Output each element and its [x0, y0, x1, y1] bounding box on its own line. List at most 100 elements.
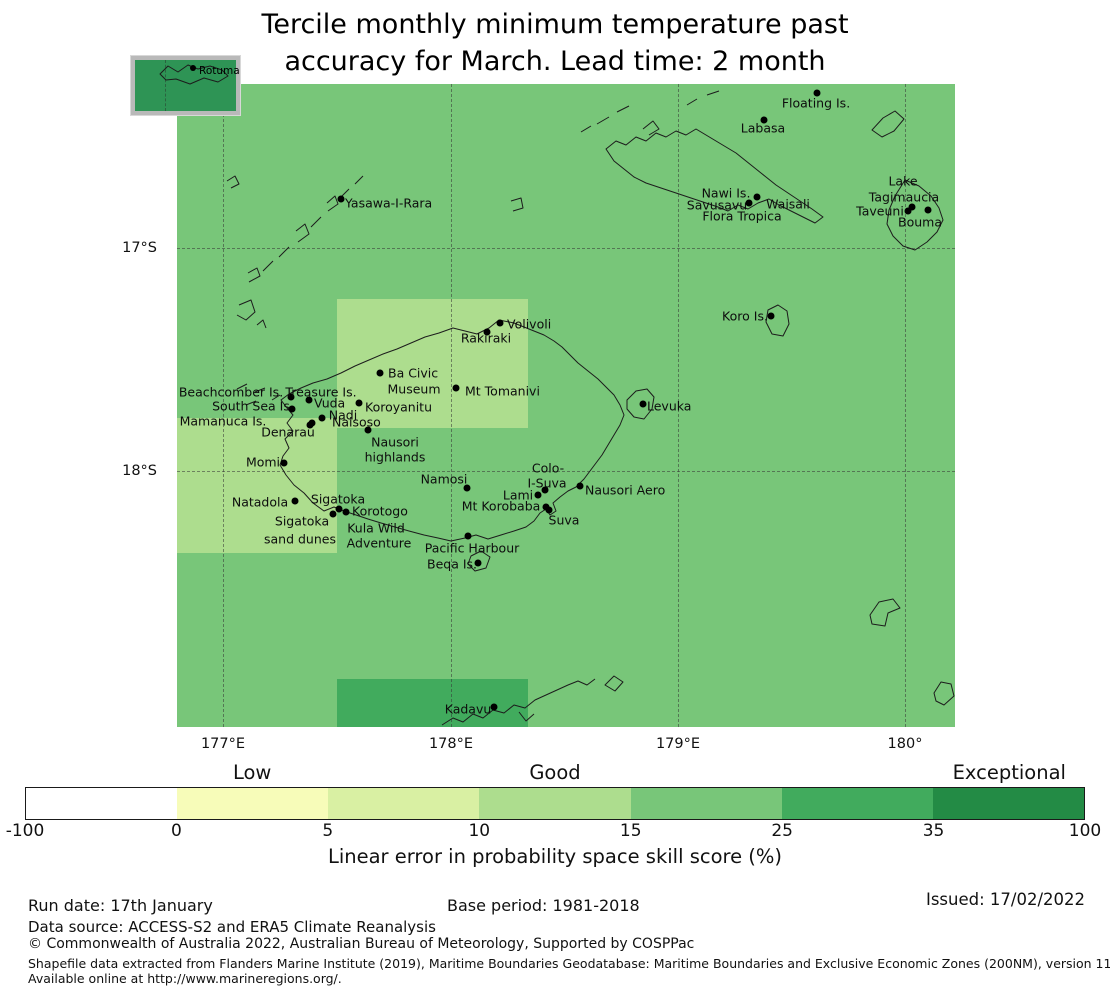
cell-low-skill-ba — [337, 299, 528, 428]
ytick-17s: 17°S — [122, 240, 157, 256]
coast-ovalau — [626, 388, 655, 420]
coastlines-svg — [226, 90, 955, 726]
place-marker — [452, 384, 460, 392]
coast-rotuma — [159, 64, 229, 85]
place-marker — [767, 312, 775, 320]
colorbar-tick: 15 — [619, 821, 642, 841]
place-label: Taveuni — [856, 203, 904, 219]
chart-title-line2: accuracy for March. Lead time: 2 month — [284, 46, 826, 77]
place-label: Floating Is. — [781, 95, 851, 111]
xtick-178e: 178°E — [428, 736, 474, 752]
place-marker — [342, 508, 350, 516]
place-label: Mt Tomanivi — [465, 383, 540, 399]
place-label: Naisoso — [332, 414, 381, 430]
legend-category-exceptional: Exceptional — [952, 761, 1066, 784]
ytick-18s: 18°S — [122, 463, 157, 479]
place-label: Mt Korobaba — [461, 498, 541, 514]
gridline-178e — [451, 84, 452, 727]
rotuma-label: Rotuma — [199, 65, 240, 77]
place-label: Lami — [502, 487, 534, 503]
place-label: Adventure — [346, 535, 412, 551]
place-label: Momi — [245, 454, 281, 470]
place-label: I-Suva — [527, 475, 567, 491]
place-marker — [288, 405, 296, 413]
place-label: Nausori Aero — [585, 482, 666, 498]
place-label: Suva — [548, 512, 580, 528]
place-marker — [355, 399, 363, 407]
rotuma-marker — [190, 65, 196, 71]
place-label: Mamanuca Is. — [179, 413, 267, 429]
place-label: Koroyanitu — [365, 399, 433, 415]
place-label: Namosi — [420, 471, 468, 487]
gridline-179e — [678, 84, 679, 727]
coast-beqa — [467, 550, 491, 572]
colorbar-tick: 5 — [322, 821, 334, 841]
place-label: Kula Wild — [347, 520, 405, 536]
colorbar-tick: 35 — [922, 821, 945, 841]
colorbar-tick: 0 — [171, 821, 182, 841]
place-label: Koro Is. — [722, 308, 768, 324]
place-marker — [280, 459, 288, 467]
place-label: sand dunes — [264, 531, 336, 547]
colorbar-tick: 10 — [468, 821, 491, 841]
place-marker — [287, 393, 295, 401]
place-label: Waisali — [766, 196, 810, 212]
coast-southeast-islets — [869, 598, 955, 706]
place-label: Beachcomber Is. — [178, 384, 284, 400]
colorbar-segment — [328, 788, 480, 819]
colorbar-segment — [781, 788, 933, 819]
place-marker — [335, 505, 343, 513]
place-marker — [463, 484, 471, 492]
place-marker — [305, 396, 313, 404]
place-marker — [483, 328, 491, 336]
colorbar-tick: 100 — [1068, 821, 1102, 841]
place-marker — [576, 482, 584, 490]
place-label: South Sea Is — [212, 398, 290, 414]
place-label: Volivoli — [507, 316, 552, 332]
place-label: Nawi Is. — [701, 185, 751, 201]
coast-viti-levu — [279, 319, 625, 542]
place-marker — [908, 203, 916, 211]
map-canvas: Floating Is. Labasa Nawi Is. Savusavu Waisal… — [177, 84, 955, 727]
place-label: highlands — [364, 449, 426, 465]
coast-koro — [765, 304, 790, 337]
place-marker — [376, 369, 384, 377]
place-label: Korotogo — [352, 503, 408, 519]
colorbar — [25, 787, 1085, 820]
place-label: Tagimaucia — [868, 189, 940, 205]
chart-title: Tercile monthly minimum temperature past… — [0, 6, 1110, 80]
place-label: Sigatoka — [274, 513, 330, 529]
data-source-text: Data source: ACCESS-S2 and ERA5 Climate … — [28, 918, 436, 936]
place-label: Labasa — [740, 120, 786, 136]
colorbar-tick: 25 — [771, 821, 793, 841]
place-label: Ba Civic — [388, 365, 439, 381]
place-marker — [329, 510, 337, 518]
place-marker — [534, 491, 542, 499]
place-label: Pacific Harbour — [424, 540, 520, 556]
legend-category-low: Low — [232, 761, 272, 784]
coast-vanua-levu — [605, 128, 824, 224]
place-marker — [753, 193, 761, 201]
legend-category-good: Good — [529, 761, 581, 784]
cell-high-skill-kadavu — [337, 679, 528, 727]
place-label: Bouma — [898, 214, 942, 230]
place-marker — [639, 400, 647, 408]
issued-text: Issued: 17/02/2022 — [925, 890, 1085, 909]
place-label: Kadavu — [444, 701, 492, 717]
colorbar-segment — [932, 788, 1084, 819]
place-marker — [318, 414, 326, 422]
colorbar-segment — [479, 788, 631, 819]
gridline-177e — [223, 84, 224, 727]
place-marker — [291, 497, 299, 505]
xtick-180: 180° — [887, 736, 923, 752]
inset-rotuma: Rotuma — [130, 55, 241, 116]
coast-north-islets — [510, 90, 720, 212]
place-label: Denarau — [261, 424, 315, 440]
colorbar-axis-label: Linear error in probability space skill … — [327, 845, 783, 868]
place-label: Museum — [387, 381, 441, 397]
coast-mamanuca-islets — [226, 175, 281, 406]
place-label: Savusavu — [686, 197, 748, 213]
place-marker — [545, 506, 553, 514]
place-marker — [490, 703, 498, 711]
